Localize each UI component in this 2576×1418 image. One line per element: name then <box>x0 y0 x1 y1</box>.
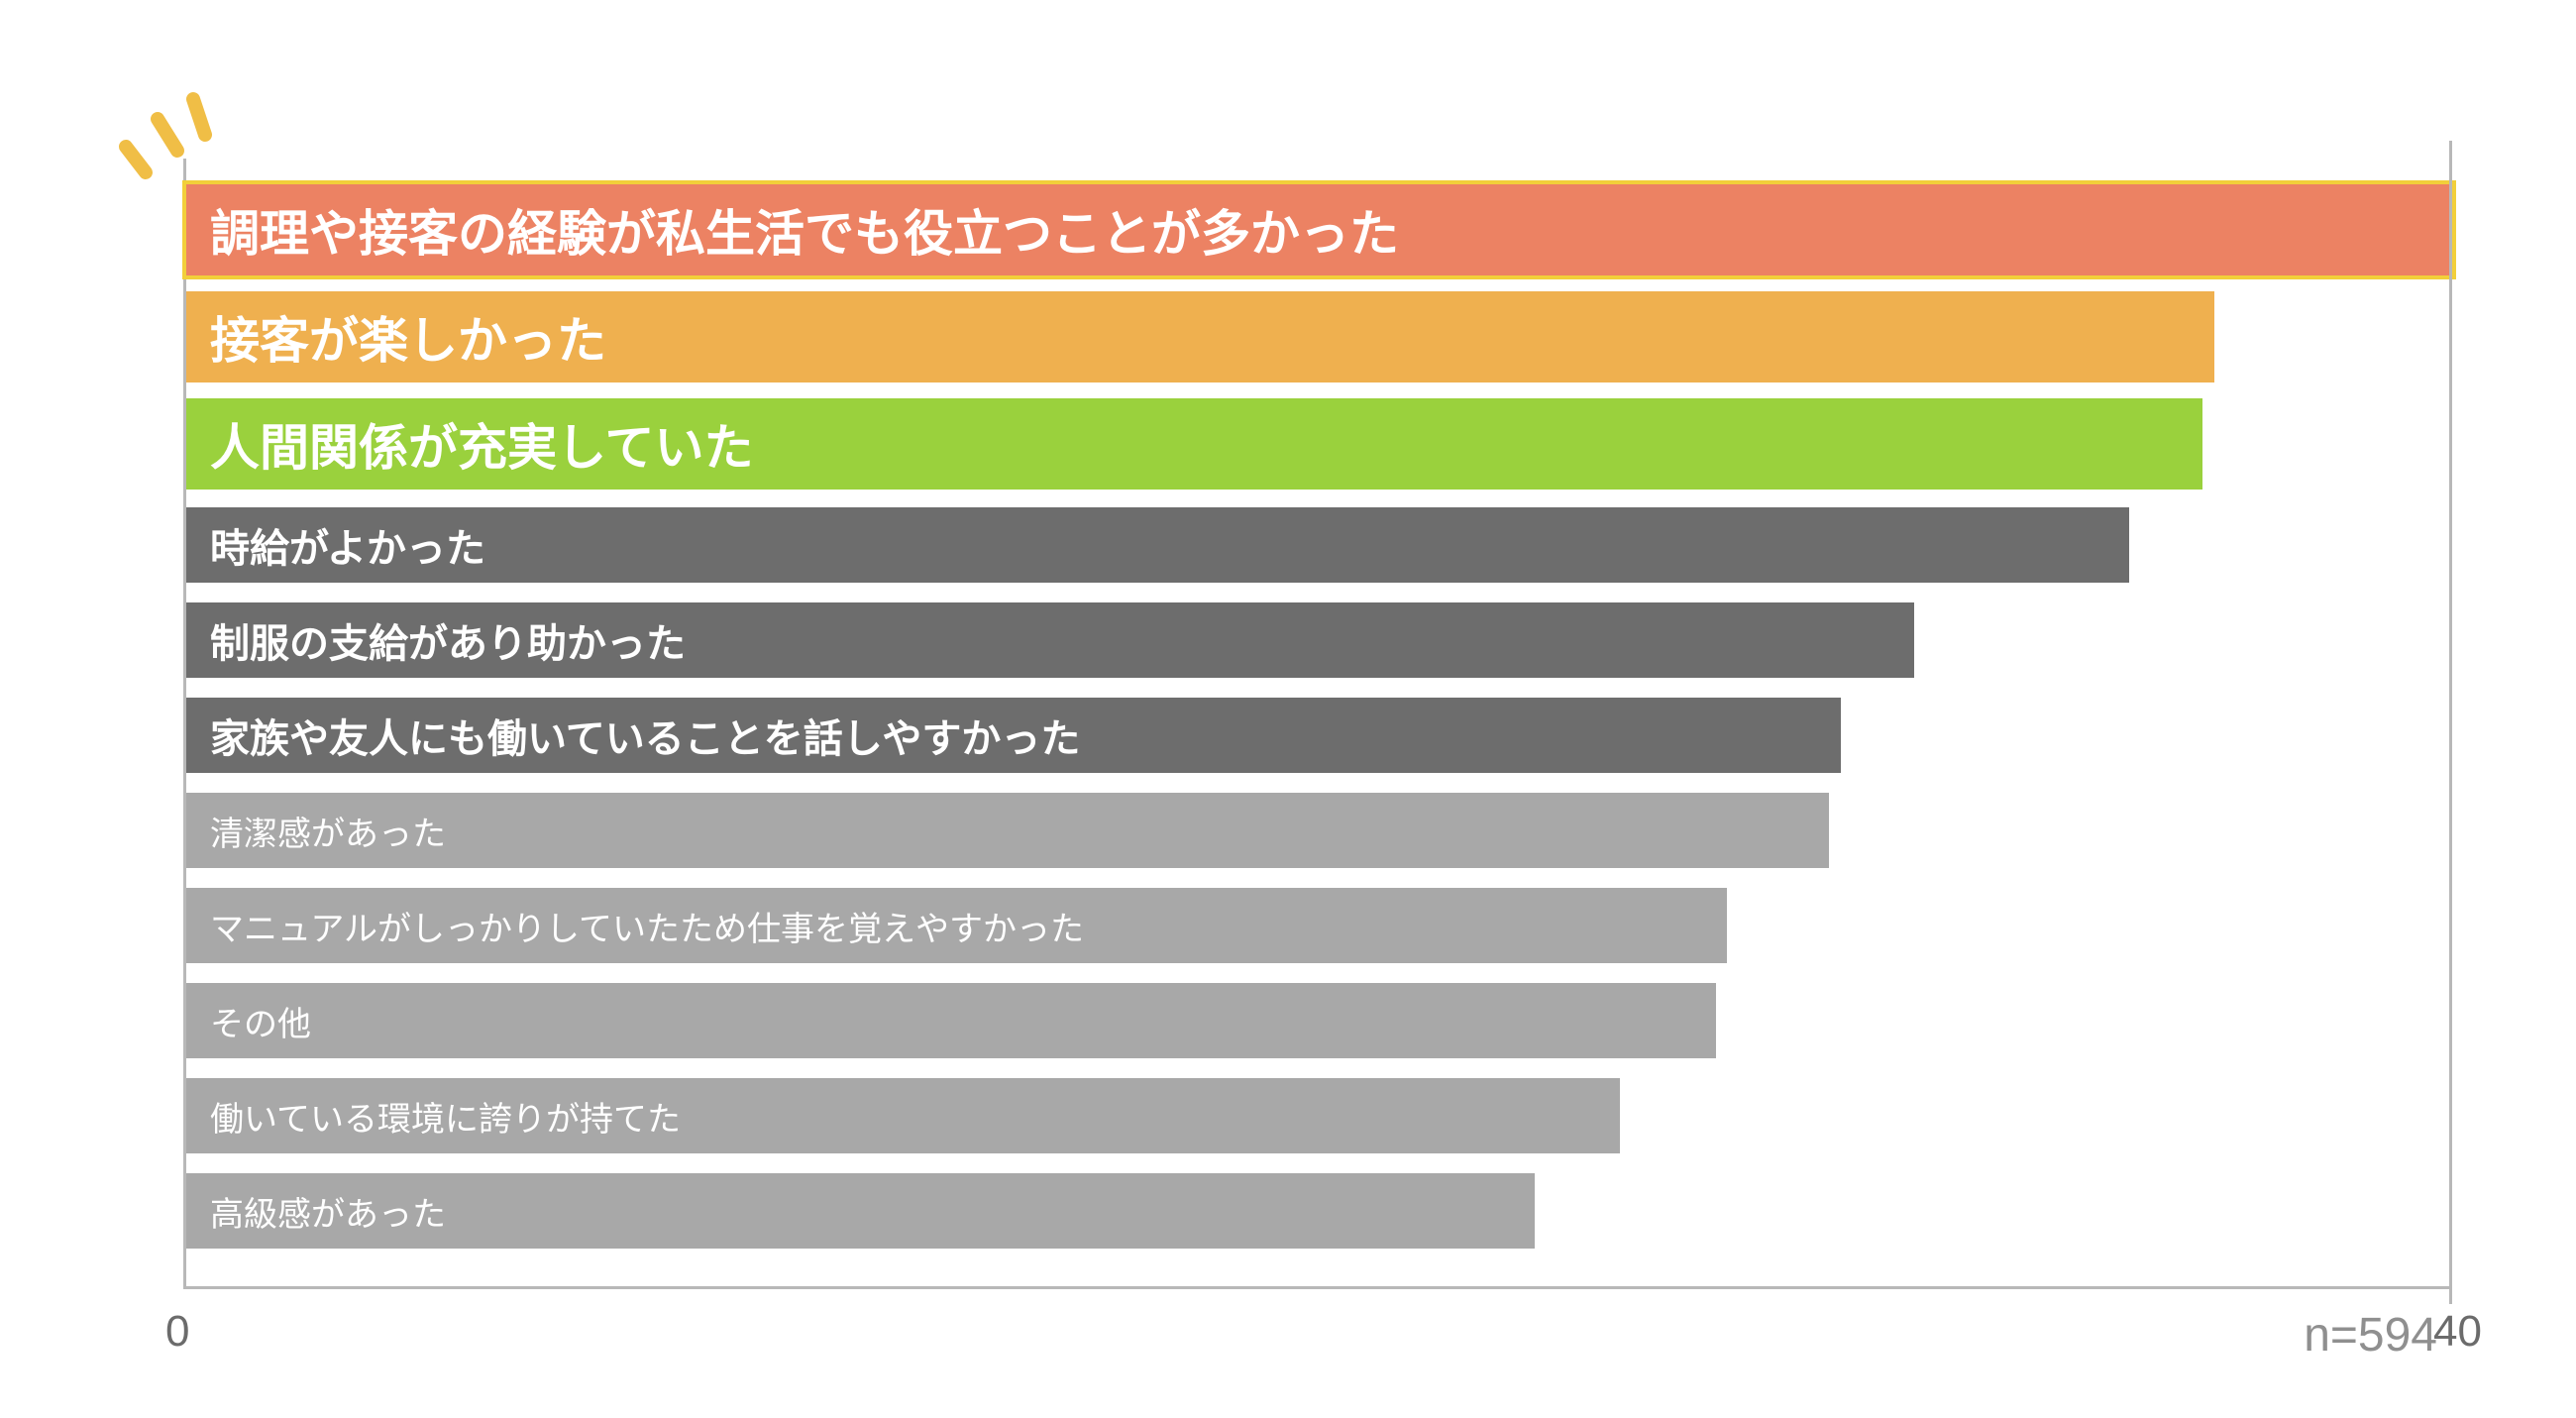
x-max-tick <box>2449 141 2452 1304</box>
x-axis-labels: 0 40 <box>183 1289 2452 1359</box>
bar: マニュアルがしっかりしていたため仕事を覚えやすかった <box>186 888 1727 963</box>
bar-row: その他 <box>186 973 2452 1068</box>
x-tick-0: 0 <box>165 1307 189 1357</box>
bar: 高級感があった <box>186 1173 1535 1249</box>
bar-label: 働いている環境に誇りが持てた <box>210 1092 681 1141</box>
bar-label: 高級感があった <box>210 1187 446 1236</box>
bar-label: 時給がよかった <box>210 516 485 574</box>
bar: その他 <box>186 983 1716 1058</box>
sample-size-label: n=594 <box>2304 1308 2437 1363</box>
bar-row: マニュアルがしっかりしていたため仕事を覚えやすかった <box>186 878 2452 973</box>
bar-label: マニュアルがしっかりしていたため仕事を覚えやすかった <box>210 902 1084 950</box>
bar: 時給がよかった <box>186 507 2129 583</box>
bar-row: 接客が楽しかった <box>186 283 2452 390</box>
bars-container: 調理や接客の経験が私生活でも役立つことが多かった接客が楽しかった人間関係が充実し… <box>186 176 2452 1258</box>
bar-label: 制服の支給があり助かった <box>210 611 686 669</box>
bar-row: 高級感があった <box>186 1163 2452 1258</box>
bar: 調理や接客の経験が私生活でも役立つことが多かった <box>186 184 2452 275</box>
bar-label: 調理や接客の経験が私生活でも役立つことが多かった <box>210 194 1399 266</box>
bar-label: 清潔感があった <box>210 807 446 855</box>
bar: 働いている環境に誇りが持てた <box>186 1078 1620 1153</box>
bar: 人間関係が充実していた <box>186 398 2202 490</box>
bar-chart: 調理や接客の経験が私生活でも役立つことが多かった接客が楽しかった人間関係が充実し… <box>183 159 2452 1359</box>
bar: 制服の支給があり助かった <box>186 602 1914 678</box>
bar-row: 家族や友人にも働いていることを話しやすかった <box>186 688 2452 783</box>
bar-label: その他 <box>210 997 311 1045</box>
bar-row: 時給がよかった <box>186 497 2452 593</box>
plot-area: 調理や接客の経験が私生活でも役立つことが多かった接客が楽しかった人間関係が充実し… <box>183 159 2452 1289</box>
bar-row: 働いている環境に誇りが持てた <box>186 1068 2452 1163</box>
bar-row: 人間関係が充実していた <box>186 390 2452 497</box>
bar-row: 制服の支給があり助かった <box>186 593 2452 688</box>
bar-row: 清潔感があった <box>186 783 2452 878</box>
x-tick-40: 40 <box>2433 1307 2482 1357</box>
bar-row: 調理や接客の経験が私生活でも役立つことが多かった <box>186 176 2452 283</box>
bar-label: 家族や友人にも働いていることを話しやすかった <box>210 707 1080 764</box>
bar-label: 接客が楽しかった <box>210 301 606 373</box>
bar: 家族や友人にも働いていることを話しやすかった <box>186 698 1841 773</box>
bar: 接客が楽しかった <box>186 291 2214 382</box>
bar: 清潔感があった <box>186 793 1829 868</box>
bar-label: 人間関係が充実していた <box>210 408 754 480</box>
